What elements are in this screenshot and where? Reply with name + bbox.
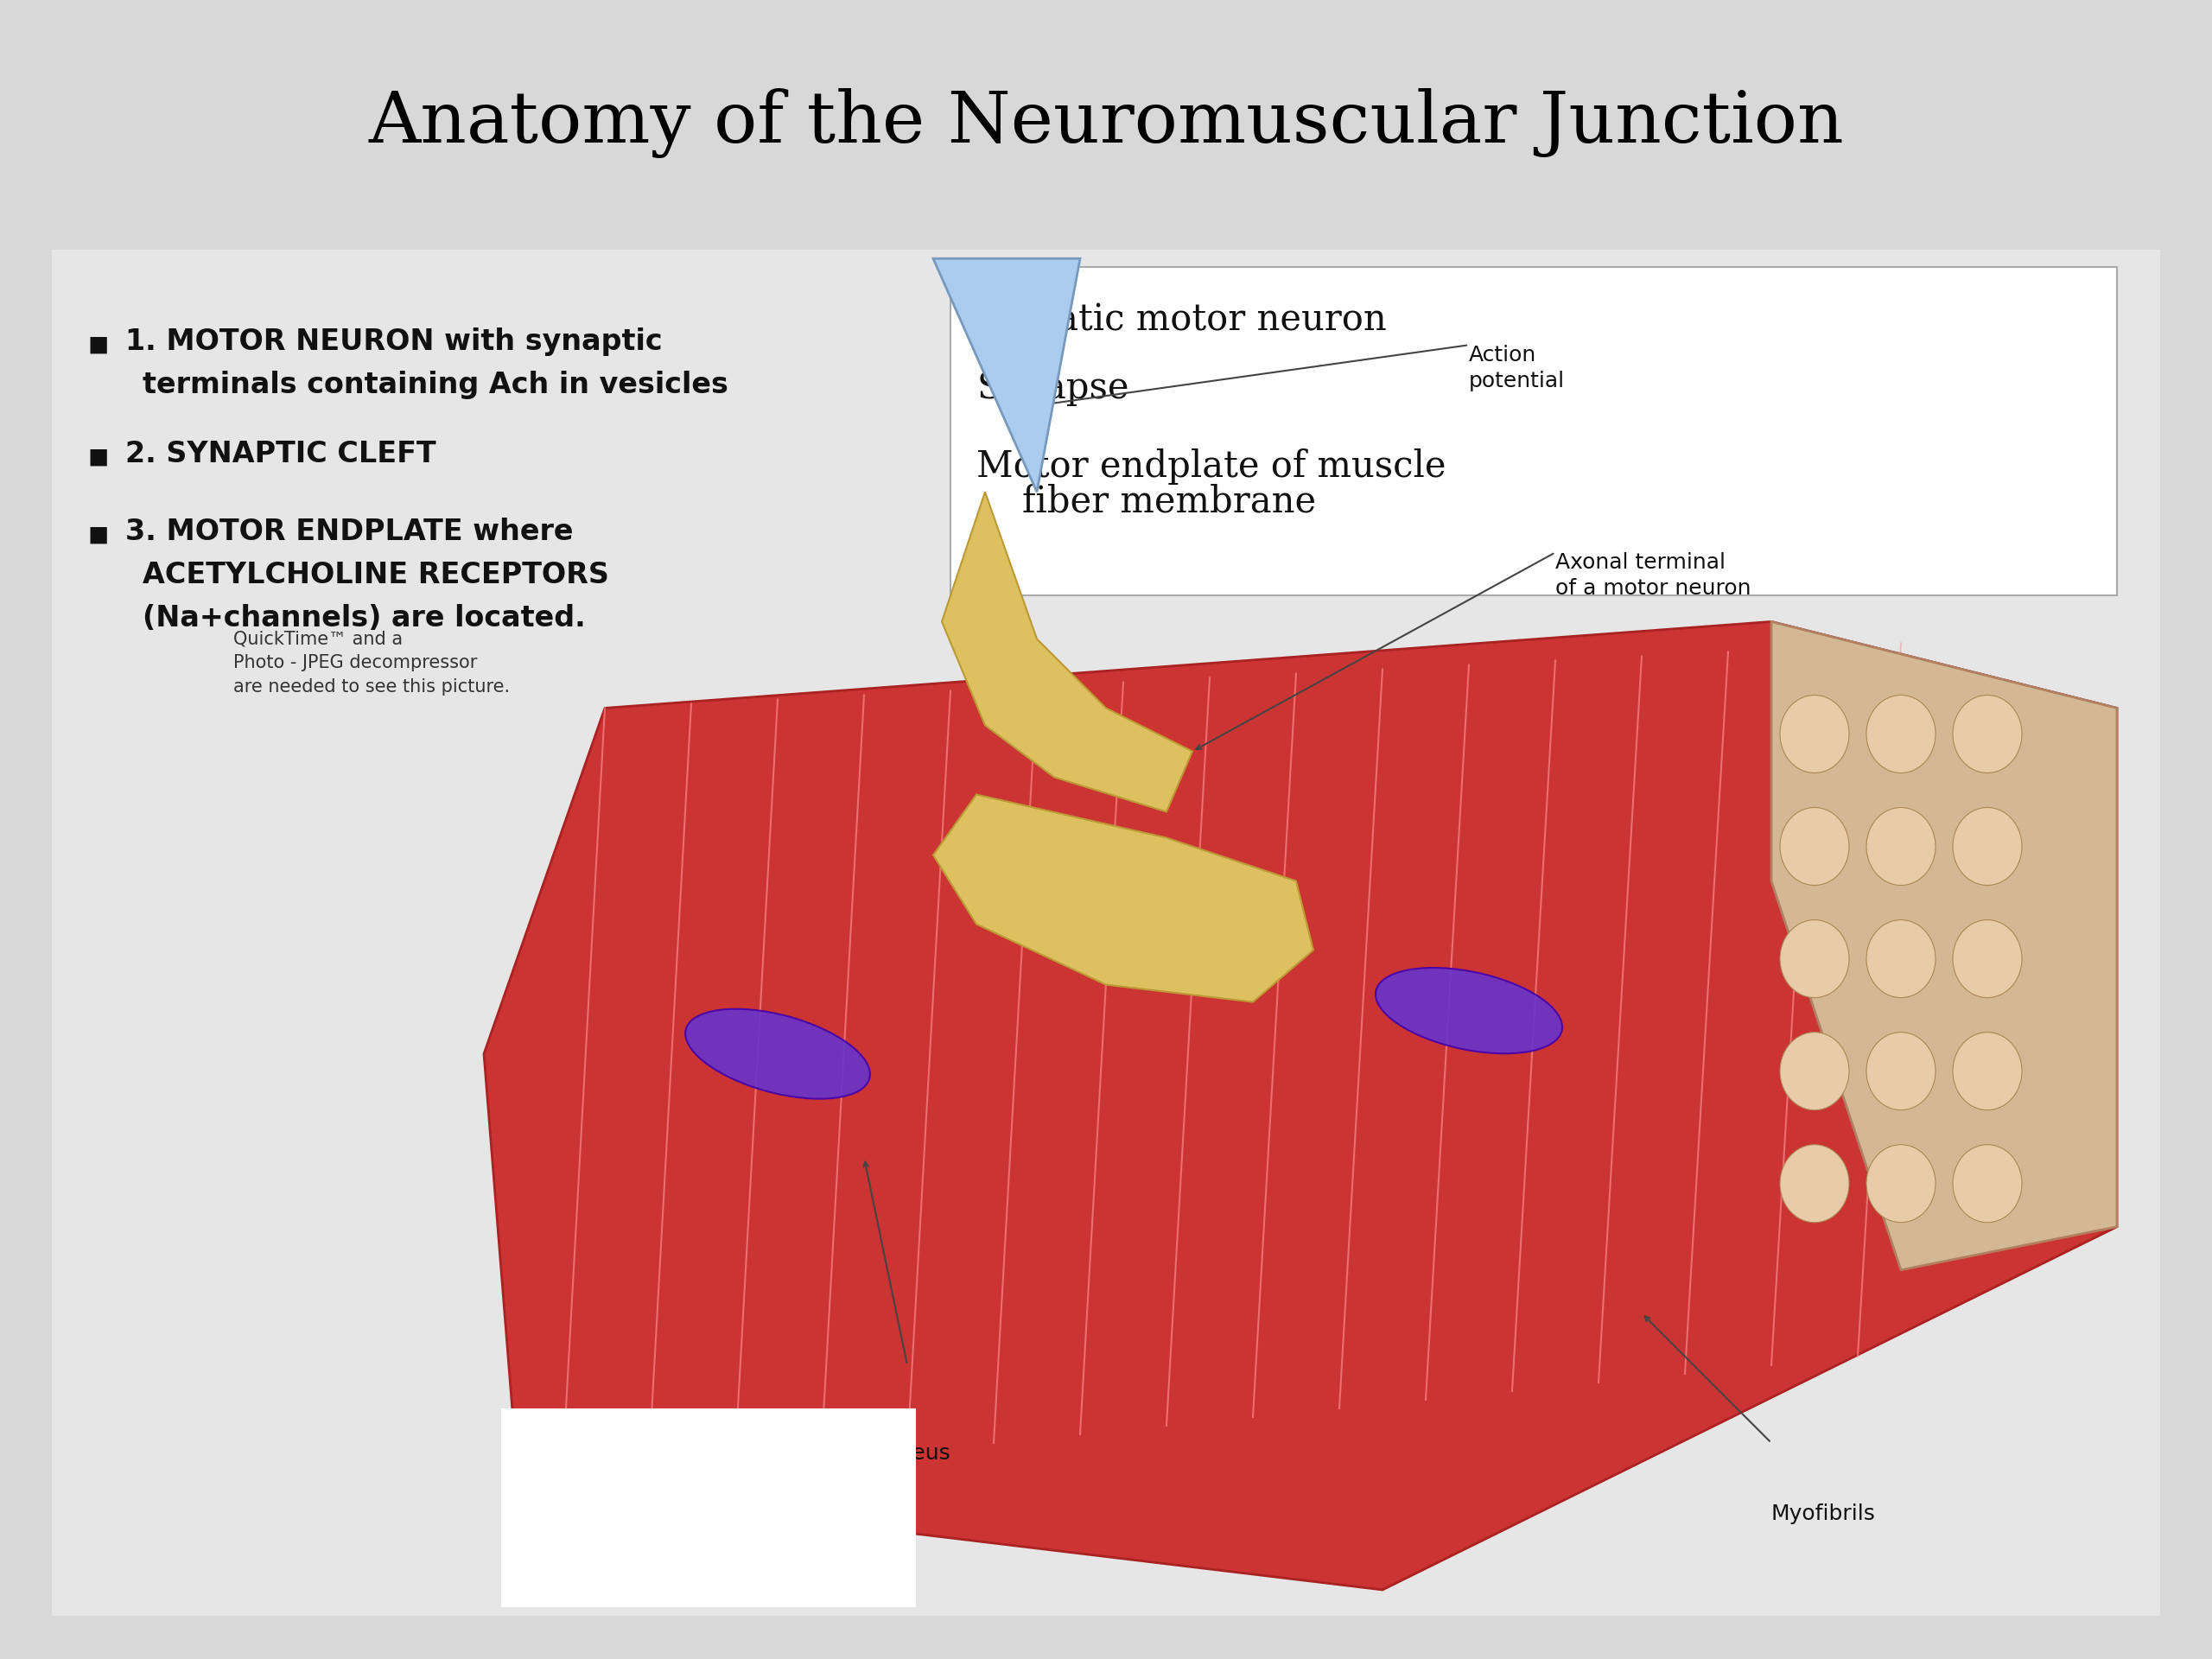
Text: 3. MOTOR ENDPLATE where: 3. MOTOR ENDPLATE where — [126, 518, 573, 546]
Text: Anatomy of the Neuromuscular Junction: Anatomy of the Neuromuscular Junction — [367, 88, 1845, 158]
Text: Synapse: Synapse — [975, 372, 1128, 406]
Text: Somatic motor neuron: Somatic motor neuron — [975, 302, 1387, 338]
Text: Nucleus: Nucleus — [865, 1443, 951, 1463]
Text: ACETYLCHOLINE RECEPTORS: ACETYLCHOLINE RECEPTORS — [142, 561, 608, 589]
Text: (Na+channels) are located.: (Na+channels) are located. — [142, 604, 586, 632]
Ellipse shape — [1953, 1145, 2022, 1223]
FancyBboxPatch shape — [51, 251, 2161, 1616]
Ellipse shape — [1867, 1032, 1936, 1110]
Ellipse shape — [1953, 695, 2022, 773]
Ellipse shape — [1781, 1145, 1849, 1223]
Text: 1. MOTOR NEURON with synaptic: 1. MOTOR NEURON with synaptic — [126, 328, 661, 357]
FancyBboxPatch shape — [502, 1408, 916, 1608]
Ellipse shape — [1953, 1032, 2022, 1110]
Polygon shape — [933, 795, 1314, 1002]
FancyBboxPatch shape — [951, 267, 2117, 596]
Text: Myofibrils: Myofibrils — [1772, 1503, 1876, 1525]
Ellipse shape — [1781, 1032, 1849, 1110]
Ellipse shape — [1867, 808, 1936, 886]
Polygon shape — [484, 622, 2117, 1589]
Ellipse shape — [686, 1009, 869, 1098]
Ellipse shape — [1953, 919, 2022, 997]
Ellipse shape — [1867, 919, 1936, 997]
Ellipse shape — [1781, 919, 1849, 997]
Ellipse shape — [1953, 808, 2022, 886]
Text: ▪: ▪ — [86, 440, 108, 473]
Text: fiber membrane: fiber membrane — [975, 483, 1316, 519]
Ellipse shape — [1781, 695, 1849, 773]
Polygon shape — [1772, 622, 2117, 1271]
Polygon shape — [933, 259, 1079, 493]
Text: Axonal terminal
of a motor neuron: Axonal terminal of a motor neuron — [1555, 552, 1752, 599]
Text: Action
potential: Action potential — [1469, 345, 1564, 392]
Text: terminals containing Ach in vesicles: terminals containing Ach in vesicles — [142, 372, 728, 400]
Polygon shape — [942, 493, 1192, 811]
Ellipse shape — [1867, 695, 1936, 773]
Text: Motor endplate of muscle: Motor endplate of muscle — [975, 448, 1447, 484]
Ellipse shape — [1029, 839, 1217, 922]
Text: 2. SYNAPTIC CLEFT: 2. SYNAPTIC CLEFT — [126, 440, 436, 468]
Text: ▪: ▪ — [86, 518, 108, 551]
Text: QuickTime™ and a
Photo - JPEG decompressor
are needed to see this picture.: QuickTime™ and a Photo - JPEG decompress… — [232, 630, 511, 695]
Text: Sarcolemma
of the
muscle fiber: Sarcolemma of the muscle fiber — [1858, 795, 1993, 866]
Ellipse shape — [1781, 808, 1849, 886]
Text: ▪: ▪ — [86, 328, 108, 360]
Ellipse shape — [1376, 967, 1562, 1053]
Ellipse shape — [1867, 1145, 1936, 1223]
